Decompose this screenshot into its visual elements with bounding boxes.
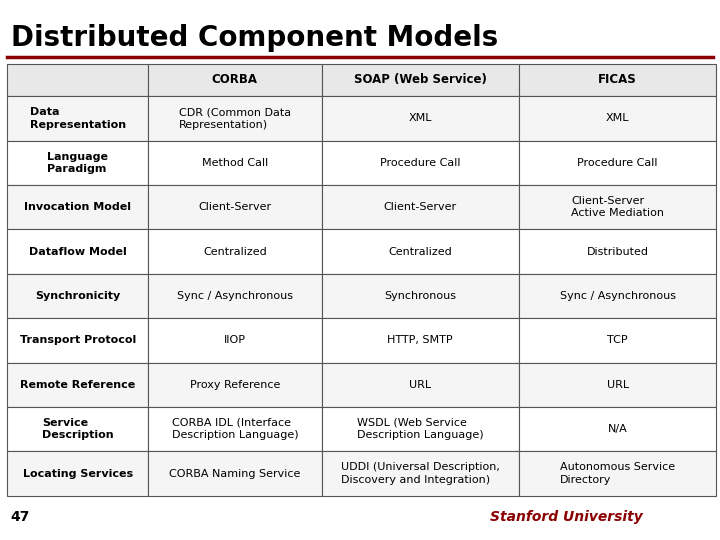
Text: IIOP: IIOP xyxy=(224,335,246,345)
Text: WSDL (Web Service
Description Language): WSDL (Web Service Description Language) xyxy=(357,418,484,440)
Text: Proxy Reference: Proxy Reference xyxy=(189,380,280,390)
Text: Transport Protocol: Transport Protocol xyxy=(19,335,136,345)
Text: 47: 47 xyxy=(11,510,30,524)
Text: XML: XML xyxy=(606,113,629,123)
Text: Distributed Component Models: Distributed Component Models xyxy=(11,24,498,52)
Text: Client-Server: Client-Server xyxy=(384,202,456,212)
Text: HTTP, SMTP: HTTP, SMTP xyxy=(387,335,453,345)
Text: Sync / Asynchronous: Sync / Asynchronous xyxy=(177,291,293,301)
Text: Service
Description: Service Description xyxy=(42,418,114,440)
Text: Sync / Asynchronous: Sync / Asynchronous xyxy=(559,291,675,301)
Text: Synchronous: Synchronous xyxy=(384,291,456,301)
Text: TCP: TCP xyxy=(608,335,628,345)
Text: Invocation Model: Invocation Model xyxy=(24,202,131,212)
Text: Centralized: Centralized xyxy=(203,247,266,256)
Text: UDDI (Universal Description,
Discovery and Integration): UDDI (Universal Description, Discovery a… xyxy=(341,462,500,485)
Text: URL: URL xyxy=(409,380,431,390)
Text: Client-Server: Client-Server xyxy=(198,202,271,212)
Text: URL: URL xyxy=(607,380,629,390)
Text: Autonomous Service
Directory: Autonomous Service Directory xyxy=(560,462,675,485)
Text: Language
Paradigm: Language Paradigm xyxy=(48,152,108,174)
Text: XML: XML xyxy=(408,113,432,123)
Text: CDR (Common Data
Representation): CDR (Common Data Representation) xyxy=(179,107,291,130)
Text: Data
Representation: Data Representation xyxy=(30,107,126,130)
Text: Client-Server
Active Mediation: Client-Server Active Mediation xyxy=(571,196,664,218)
Text: Method Call: Method Call xyxy=(202,158,268,168)
Text: N/A: N/A xyxy=(608,424,628,434)
Text: CORBA IDL (Interface
Description Language): CORBA IDL (Interface Description Languag… xyxy=(171,418,298,440)
Text: CORBA: CORBA xyxy=(212,73,258,86)
Text: Dataflow Model: Dataflow Model xyxy=(29,247,127,256)
Text: Procedure Call: Procedure Call xyxy=(380,158,461,168)
Text: Distributed: Distributed xyxy=(587,247,649,256)
Text: Synchronicity: Synchronicity xyxy=(35,291,120,301)
Text: SOAP (Web Service): SOAP (Web Service) xyxy=(354,73,487,86)
Text: Procedure Call: Procedure Call xyxy=(577,158,658,168)
Text: Locating Services: Locating Services xyxy=(22,469,132,478)
Text: Remote Reference: Remote Reference xyxy=(20,380,135,390)
Text: Stanford University: Stanford University xyxy=(490,510,642,524)
Text: CORBA Naming Service: CORBA Naming Service xyxy=(169,469,300,478)
Text: FICAS: FICAS xyxy=(598,73,637,86)
Text: Centralized: Centralized xyxy=(388,247,452,256)
